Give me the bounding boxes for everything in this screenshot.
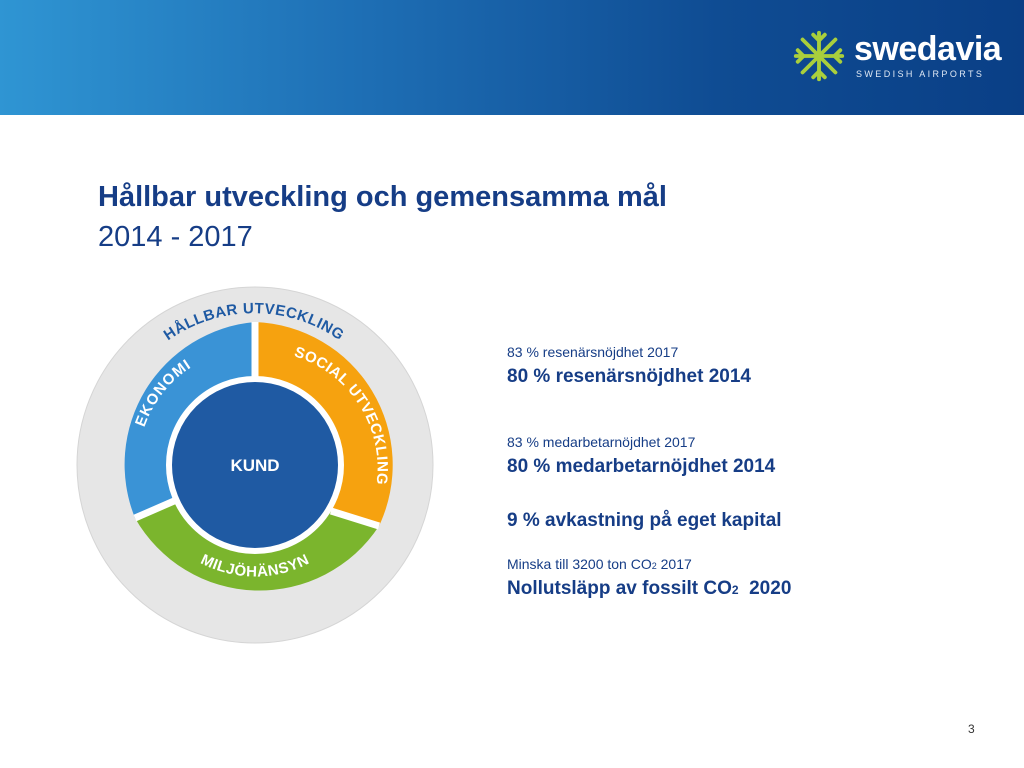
goal-employee-target: 83 % medarbetarnöjdhet 2017 [507, 434, 696, 450]
goal-passenger-actual: 80 % resenärsnöjdhet 2014 [507, 366, 751, 387]
logo-tagline: SWEDISH AIRPORTS [856, 69, 985, 79]
snowflake-logo-icon [793, 30, 845, 82]
logo-wordmark: swedavia [854, 30, 1002, 68]
center-label: KUND [230, 456, 279, 475]
swedavia-logo[interactable]: swedavia SWEDISH AIRPORTS [790, 26, 1002, 90]
goal-co2-target: Minska till 3200 ton CO2 2017 [507, 556, 692, 572]
header-banner: swedavia SWEDISH AIRPORTS [0, 0, 1024, 115]
page-subtitle: 2014 - 2017 [98, 221, 253, 253]
center-circle [166, 376, 344, 554]
goal-passenger-target: 83 % resenärsnöjdhet 2017 [507, 344, 679, 360]
goal-co2-zero: Nollutsläpp av fossilt CO2 2020 [507, 578, 792, 599]
page-number: 3 [968, 722, 975, 736]
sustainability-diagram: HÅLLBAR UTVECKLING EKONOMI SOCIAL UTVECK… [76, 286, 434, 644]
page-title: Hållbar utveckling och gemensamma mål [98, 181, 667, 213]
goal-employee-actual: 80 % medarbetarnöjdhet 2014 [507, 456, 776, 477]
goal-return-on-equity: 9 % avkastning på eget kapital [507, 510, 782, 531]
